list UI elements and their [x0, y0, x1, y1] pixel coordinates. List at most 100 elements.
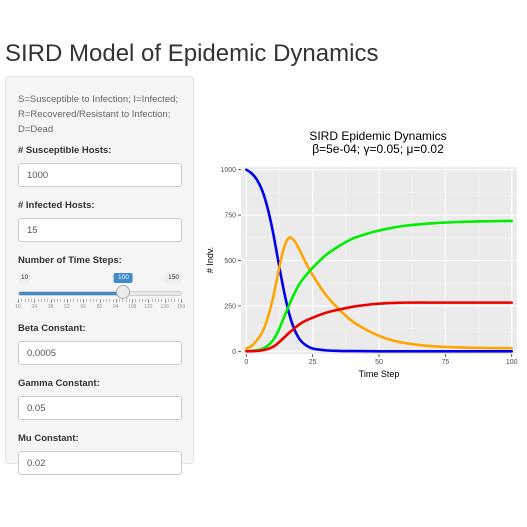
slider-major-tick: [148, 299, 150, 303]
slider-minor-tick: [174, 299, 176, 302]
slider-minor-tick: [158, 299, 160, 302]
slider-major-tick: [83, 299, 85, 303]
slider-minor-tick: [92, 299, 94, 302]
slider-minor-tick: [70, 299, 72, 302]
slider-tick-label: 66: [80, 304, 86, 310]
input-panel: S=Susceptible to Infection; I=Infected; …: [5, 76, 194, 475]
slider-minor-tick: [125, 299, 127, 302]
x-tick-label: 100: [506, 359, 518, 366]
slider-minor-tick: [31, 299, 33, 302]
slider-minor-tick: [109, 299, 111, 302]
slider-tick-label: 136: [160, 304, 169, 310]
susceptible-label: # Susceptible Hosts:: [18, 145, 112, 156]
dead-line: [245, 301, 513, 353]
slider-minor-tick: [128, 299, 130, 302]
chart-subtitle: β=5e-04; γ=0.05; μ=0.02: [312, 142, 444, 156]
x-tick-label: 75: [441, 359, 449, 366]
slider-tick-label: 108: [127, 304, 137, 310]
slider-minor-tick: [135, 299, 137, 302]
slider-minor-tick: [112, 299, 114, 302]
slider-major-tick: [99, 299, 101, 303]
recovered-line: [245, 219, 513, 353]
slider-minor-tick: [106, 299, 108, 302]
slider-minor-tick: [37, 299, 39, 302]
x-tick-label: 25: [309, 359, 317, 366]
mu-label: Mu Constant:: [18, 433, 79, 444]
y-tick-label: 750: [224, 213, 236, 220]
slider-tick-label: 52: [64, 304, 70, 310]
slider-minor-tick: [63, 299, 65, 302]
series-group: [245, 168, 513, 353]
slider-minor-tick: [122, 299, 124, 302]
infected-line: [245, 236, 513, 350]
y-tick-label: 250: [224, 303, 236, 310]
slider-tick-label: 150: [176, 304, 186, 310]
slider-tick-label: 94: [113, 304, 119, 310]
compartment-legend: S=Susceptible to Infection; I=Infected; …: [18, 94, 179, 135]
slider-minor-tick: [138, 299, 140, 302]
slider-major-tick: [50, 299, 52, 303]
slider-minor-tick: [79, 299, 81, 302]
infected-label: # Infected Hosts:: [18, 200, 95, 211]
slider-minor-tick: [177, 299, 179, 302]
sird-chart: SIRD Epidemic Dynamics β=5e-04; γ=0.05; …: [200, 124, 522, 384]
slider-minor-tick: [40, 299, 42, 302]
slider-minor-tick: [47, 299, 49, 302]
slider-minor-tick: [21, 299, 23, 302]
slider-tick-label: 80: [96, 304, 103, 310]
slider-minor-tick: [161, 299, 163, 302]
slider-minor-tick: [60, 299, 62, 302]
y-tick-label: 500: [224, 258, 236, 265]
slider-major-tick: [18, 299, 19, 303]
slider-minor-tick: [24, 299, 26, 302]
beta-label: Beta Constant:: [18, 323, 86, 334]
gamma-label: Gamma Constant:: [18, 378, 100, 389]
infected-input[interactable]: [18, 218, 182, 242]
slider-minor-tick: [44, 299, 46, 302]
slider-ticks: 10 24 38 52 66 80 94 108 122 136 150: [15, 299, 186, 310]
slider-major-tick: [66, 299, 68, 303]
x-axis-label: Time Step: [359, 369, 400, 379]
susceptible-input[interactable]: [18, 163, 182, 187]
beta-input[interactable]: [18, 341, 182, 365]
chart-title: SIRD Epidemic Dynamics: [309, 129, 446, 143]
chart-svg: SIRD Epidemic Dynamics β=5e-04; γ=0.05; …: [205, 129, 518, 379]
slider-minor-tick: [96, 299, 98, 302]
slider-minor-tick: [89, 299, 91, 302]
slider-max-label: 150: [165, 273, 182, 283]
slider-min-label: 10: [18, 273, 32, 283]
gamma-input[interactable]: [18, 396, 182, 420]
slider-minor-tick: [145, 299, 147, 302]
slider-tick-label: 38: [47, 304, 54, 310]
slider-track[interactable]: [18, 291, 182, 296]
slider-tick-label: 10: [15, 304, 21, 310]
slider-minor-tick: [151, 299, 153, 302]
x-tick-label: 0: [244, 359, 248, 366]
y-tick-label: 0: [232, 349, 236, 356]
slider-minor-tick: [167, 299, 169, 302]
slider-handle[interactable]: [116, 285, 131, 299]
mu-input[interactable]: [18, 451, 182, 475]
slider-minor-tick: [73, 299, 75, 302]
y-tick-label: 1000: [220, 167, 236, 174]
slider-minor-tick: [102, 299, 104, 302]
slider-major-tick: [181, 299, 182, 303]
slider-value-label: 100: [113, 273, 133, 283]
slider-tick-label: 24: [31, 304, 38, 310]
slider-minor-tick: [154, 299, 156, 302]
slider-minor-tick: [53, 299, 55, 302]
susceptible-line: [245, 168, 513, 353]
time-steps-slider[interactable]: 10 150 100 10 24 38 52 66 80 94 108 122 136 150: [15, 273, 186, 317]
slider-minor-tick: [57, 299, 59, 302]
slider-major-tick: [132, 299, 134, 303]
slider-major-tick: [164, 299, 166, 303]
page-title: SIRD Model of Epidemic Dynamics: [5, 40, 379, 67]
slider-minor-tick: [76, 299, 78, 302]
time-steps-label: Number of Time Steps:: [18, 255, 122, 266]
slider-minor-tick: [27, 299, 29, 302]
slider-major-tick: [115, 299, 117, 303]
slider-minor-tick: [141, 299, 143, 302]
slider-minor-tick: [86, 299, 88, 302]
y-axis-label: # Indv.: [205, 247, 215, 273]
